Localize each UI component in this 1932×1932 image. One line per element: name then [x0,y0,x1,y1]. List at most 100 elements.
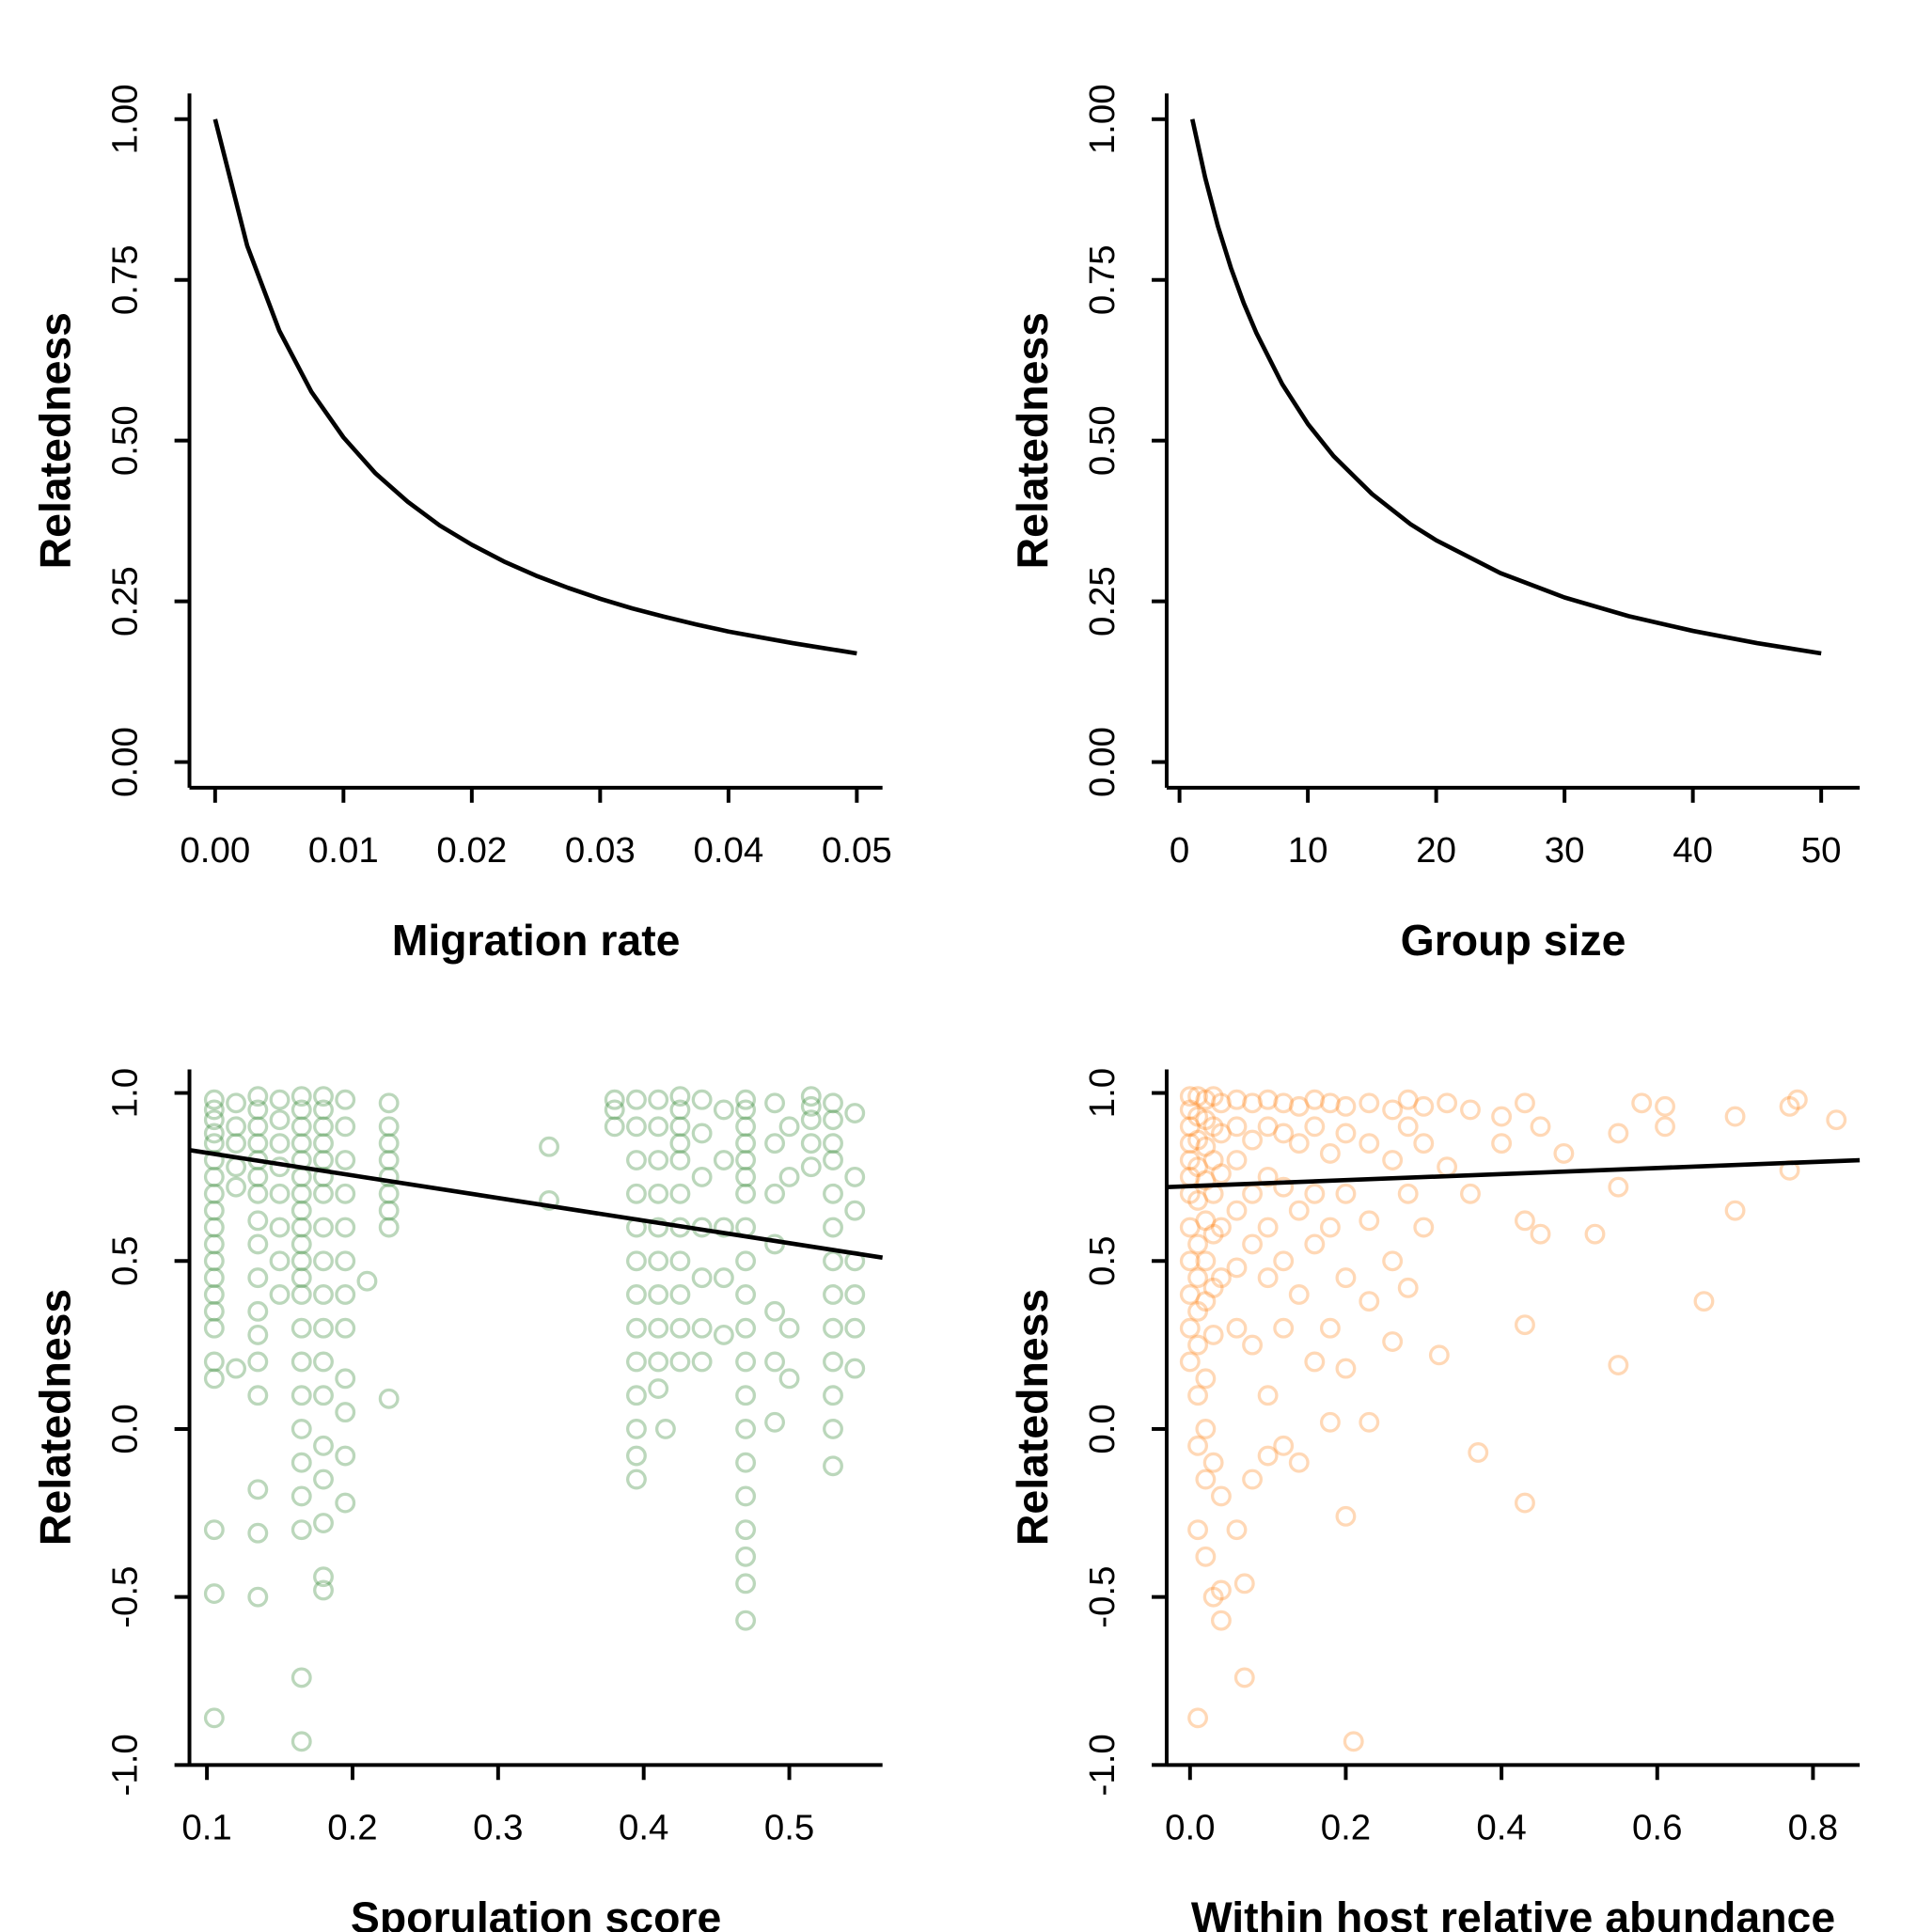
point [1608,1176,1629,1198]
point [1257,1267,1279,1289]
point [203,1583,225,1605]
point [335,1250,356,1272]
point [1179,1351,1201,1373]
point [313,1250,334,1272]
point [823,1217,843,1238]
point [626,1351,647,1373]
point [1304,1183,1326,1204]
point [1179,1250,1201,1272]
point [691,1089,713,1110]
point [291,1200,312,1221]
point [735,1573,757,1594]
point [1179,1099,1201,1121]
point [844,1103,866,1123]
point [291,1667,312,1689]
point [1397,1089,1419,1110]
point [823,1419,843,1439]
point [247,1586,269,1608]
point [1187,1435,1209,1456]
point [335,1445,356,1467]
point [291,1166,312,1187]
y-tick-label: 0.00 [1082,727,1123,797]
point [313,1566,334,1588]
x-tick-label: 0.00 [180,830,250,871]
point [1226,1089,1248,1110]
point [203,1166,225,1187]
y-tick-label: 0.75 [1082,244,1123,315]
point [713,1217,734,1238]
point [1187,1300,1209,1322]
point [1195,1419,1217,1439]
point [1195,1250,1217,1272]
point [1413,1133,1435,1154]
point [1210,1485,1232,1507]
point [648,1250,669,1272]
point [735,1166,757,1187]
point [691,1267,713,1289]
point [539,1136,559,1157]
curve [1189,118,1822,656]
point [669,1086,691,1107]
y-tick-label: 1.0 [104,1068,145,1118]
point [1210,1217,1232,1238]
point [1397,1277,1419,1298]
point [800,1086,822,1107]
point [823,1183,843,1204]
y-axis-title: Relatedness [1008,1289,1057,1546]
point [1468,1442,1489,1463]
y-tick-label: 0.75 [104,244,145,315]
point [1187,1086,1209,1107]
point [1202,1452,1224,1473]
point [247,1385,269,1406]
curve [212,118,857,656]
point [626,1284,647,1305]
point [203,1368,225,1390]
point [648,1089,669,1110]
point [1335,1183,1357,1204]
point [269,1133,291,1154]
point [735,1351,757,1373]
point [1226,1257,1248,1279]
point [735,1385,757,1406]
point [226,1092,247,1114]
point [764,1351,786,1373]
point [335,1217,356,1238]
point [1202,1324,1224,1345]
point [823,1109,843,1131]
point [1655,1116,1675,1138]
point [844,1200,866,1221]
point [1397,1116,1419,1138]
x-tick-label: 0.4 [619,1807,668,1847]
point [1179,1086,1201,1107]
point [764,1411,786,1433]
point [203,1099,225,1121]
point [1187,1129,1209,1151]
point [1515,1314,1535,1336]
point [735,1089,757,1110]
point [1210,1163,1232,1185]
point [313,1513,334,1533]
point [735,1099,757,1121]
point [247,1210,269,1232]
point [735,1284,757,1305]
point [1179,1317,1201,1339]
point [669,1183,691,1204]
point [1242,1233,1264,1255]
point [669,1284,691,1305]
x-tick-label: 0.4 [1476,1807,1526,1847]
point [1359,1210,1380,1232]
point [1515,1210,1535,1232]
point [1515,1092,1535,1114]
x-tick-label: 0.5 [764,1807,814,1847]
y-tick-label: 0.5 [1082,1236,1123,1286]
point [291,1385,312,1406]
point [713,1324,734,1345]
y-axis-title: Relatedness [31,1289,80,1546]
point [626,1250,647,1272]
point [1179,1150,1201,1170]
fit-line [1166,1157,1861,1189]
point [648,1317,669,1339]
x-tick-label: 0 [1170,830,1189,871]
point [291,1485,312,1507]
